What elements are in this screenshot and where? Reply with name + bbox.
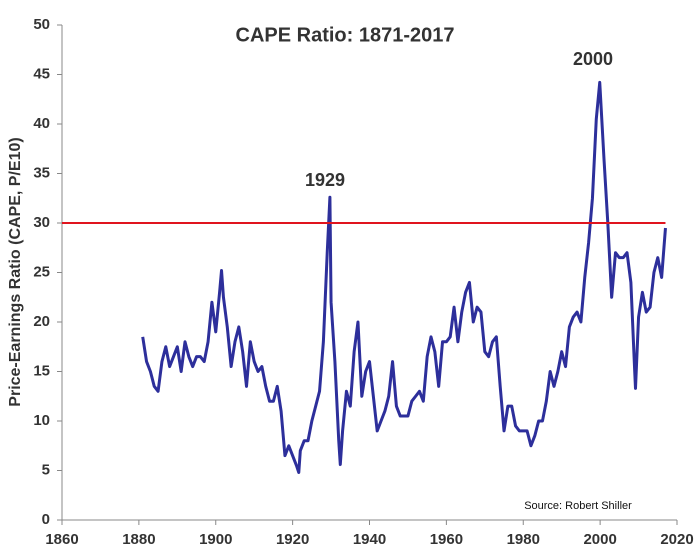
y-tick-label: 45 bbox=[33, 65, 50, 82]
y-tick-label: 20 bbox=[33, 313, 50, 330]
y-tick-label: 35 bbox=[33, 164, 50, 181]
annotation: 2000 bbox=[573, 49, 613, 69]
y-tick-label: 5 bbox=[42, 461, 50, 478]
y-tick-label: 15 bbox=[33, 362, 50, 379]
x-tick-label: 1940 bbox=[353, 531, 386, 548]
x-tick-label: 1880 bbox=[122, 531, 155, 548]
chart-title: CAPE Ratio: 1871-2017 bbox=[236, 24, 455, 46]
x-tick-label: 1920 bbox=[276, 531, 309, 548]
y-axis-label: Price-Earnings Ratio (CAPE, P/E10) bbox=[7, 137, 24, 406]
y-tick-label: 40 bbox=[33, 115, 50, 132]
source-note: Source: Robert Shiller bbox=[524, 500, 632, 512]
y-tick-label: 30 bbox=[33, 214, 50, 231]
y-tick-label: 50 bbox=[33, 16, 50, 33]
y-tick-label: 0 bbox=[42, 511, 50, 528]
x-tick-label: 1860 bbox=[45, 531, 78, 548]
x-tick-label: 1900 bbox=[199, 531, 232, 548]
x-tick-label: 1960 bbox=[430, 531, 463, 548]
y-tick-label: 10 bbox=[33, 412, 50, 429]
series-line bbox=[141, 80, 667, 474]
annotation: 1929 bbox=[305, 170, 345, 190]
x-tick-label: 2020 bbox=[660, 531, 693, 548]
x-tick-label: 1980 bbox=[507, 531, 540, 548]
x-tick-label: 2000 bbox=[583, 531, 616, 548]
y-tick-label: 25 bbox=[33, 263, 50, 280]
